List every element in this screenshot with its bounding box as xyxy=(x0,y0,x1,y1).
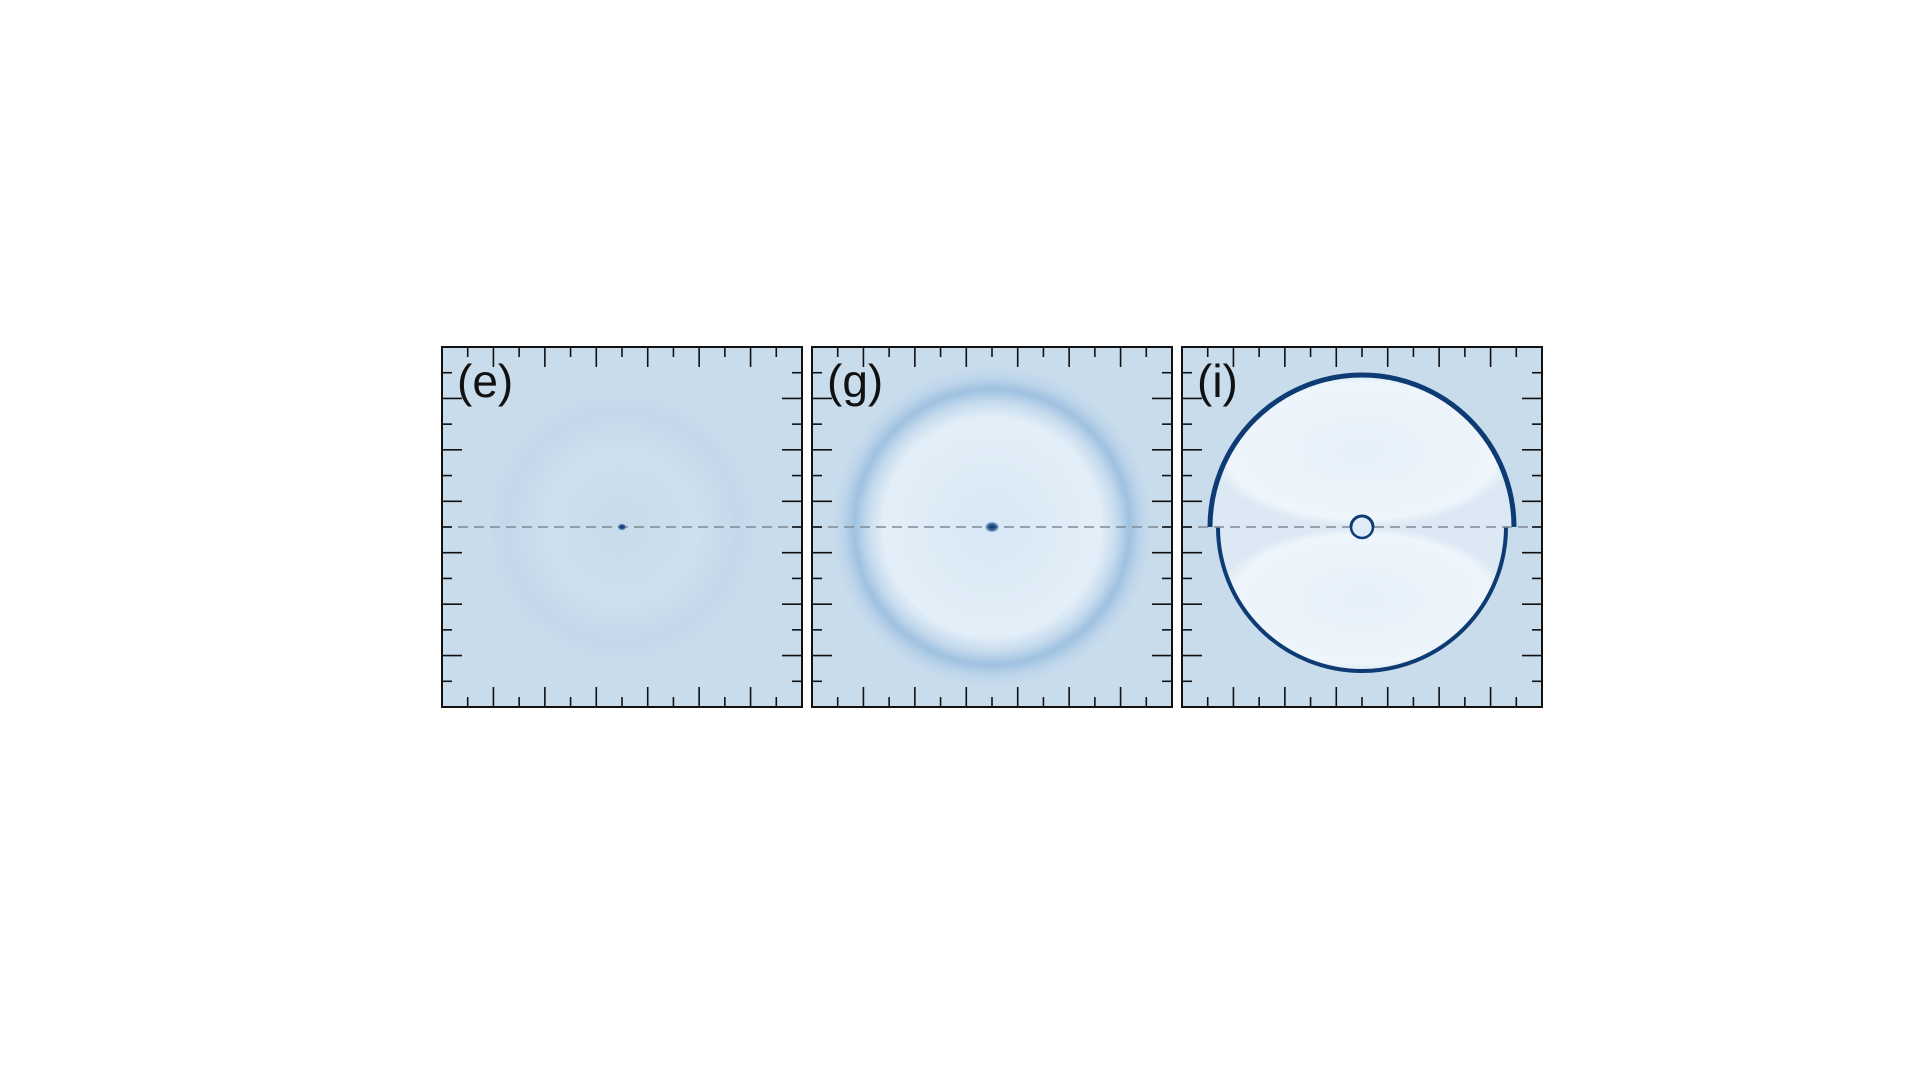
panel-i-lower-shell-fill xyxy=(1218,527,1506,671)
panel-i-upper-shell xyxy=(1207,372,1517,528)
panel-i-frame xyxy=(1181,346,1543,708)
panel-i-ticks xyxy=(1182,347,1542,707)
panel-e-ticks xyxy=(442,347,802,707)
panel-i-center-bubble-upper xyxy=(1349,514,1375,528)
panel-e-frame xyxy=(441,346,803,708)
panel-e-center-dot xyxy=(617,523,627,531)
panel-g: (g) xyxy=(811,346,1173,708)
panel-i-lower-shell xyxy=(1216,526,1508,673)
panel-g-label: (g) xyxy=(827,355,883,407)
panel-i-label: (i) xyxy=(1197,355,1238,407)
panel-g-ticks xyxy=(812,347,1172,707)
panel-i: (i) xyxy=(1181,346,1543,708)
panel-i-upper-shell-fill xyxy=(1210,375,1514,527)
panel-g-frame xyxy=(811,346,1173,708)
panel-g-center-dot xyxy=(984,521,1000,533)
panel-e: (e) xyxy=(441,346,803,708)
panel-e-label: (e) xyxy=(457,355,513,407)
